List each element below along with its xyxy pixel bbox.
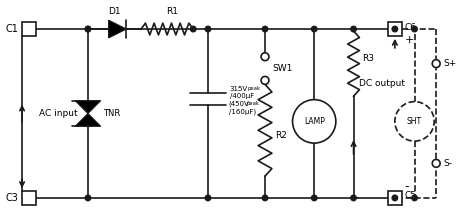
Circle shape <box>411 195 416 201</box>
Circle shape <box>311 195 316 201</box>
Circle shape <box>311 26 316 32</box>
Text: LAMP: LAMP <box>303 117 324 126</box>
Circle shape <box>350 195 356 201</box>
Text: TNR: TNR <box>102 109 120 118</box>
Circle shape <box>85 195 90 201</box>
Text: (450V: (450V <box>228 100 249 107</box>
Circle shape <box>261 53 269 61</box>
Text: R1: R1 <box>166 7 178 16</box>
Bar <box>22 22 36 36</box>
Circle shape <box>205 26 210 32</box>
Circle shape <box>350 26 356 32</box>
Text: R2: R2 <box>274 131 286 140</box>
Circle shape <box>85 26 90 32</box>
Text: R3: R3 <box>362 54 374 63</box>
Text: S+: S+ <box>442 59 455 68</box>
Bar <box>387 191 401 205</box>
Circle shape <box>190 26 196 32</box>
Text: C5: C5 <box>404 192 416 200</box>
Text: SW1: SW1 <box>271 64 291 73</box>
Text: /400μF: /400μF <box>229 93 253 99</box>
Text: -: - <box>404 180 409 193</box>
Text: DC output: DC output <box>358 79 404 88</box>
Text: C3: C3 <box>5 193 18 203</box>
Circle shape <box>391 26 397 32</box>
Circle shape <box>262 26 267 32</box>
Circle shape <box>411 26 416 32</box>
Circle shape <box>262 195 267 201</box>
Text: D1: D1 <box>108 7 121 16</box>
Text: /160μF): /160μF) <box>228 108 255 115</box>
Bar <box>22 191 36 205</box>
Polygon shape <box>108 20 126 38</box>
Circle shape <box>391 195 397 201</box>
Circle shape <box>205 195 210 201</box>
Polygon shape <box>75 114 101 126</box>
Text: 315V: 315V <box>229 86 247 92</box>
Circle shape <box>85 26 90 32</box>
Text: C1: C1 <box>5 24 18 34</box>
Circle shape <box>292 100 335 143</box>
Text: SHT: SHT <box>406 117 421 126</box>
Text: AC input: AC input <box>39 109 77 118</box>
Circle shape <box>431 159 439 167</box>
Text: peak: peak <box>247 86 260 91</box>
Text: peak: peak <box>246 101 259 106</box>
Bar <box>387 22 401 36</box>
Circle shape <box>394 102 433 141</box>
Circle shape <box>261 76 269 84</box>
Polygon shape <box>75 101 101 114</box>
Text: C6: C6 <box>404 23 416 32</box>
Text: +: + <box>404 35 413 45</box>
Text: S-: S- <box>442 159 451 168</box>
Circle shape <box>431 60 439 68</box>
